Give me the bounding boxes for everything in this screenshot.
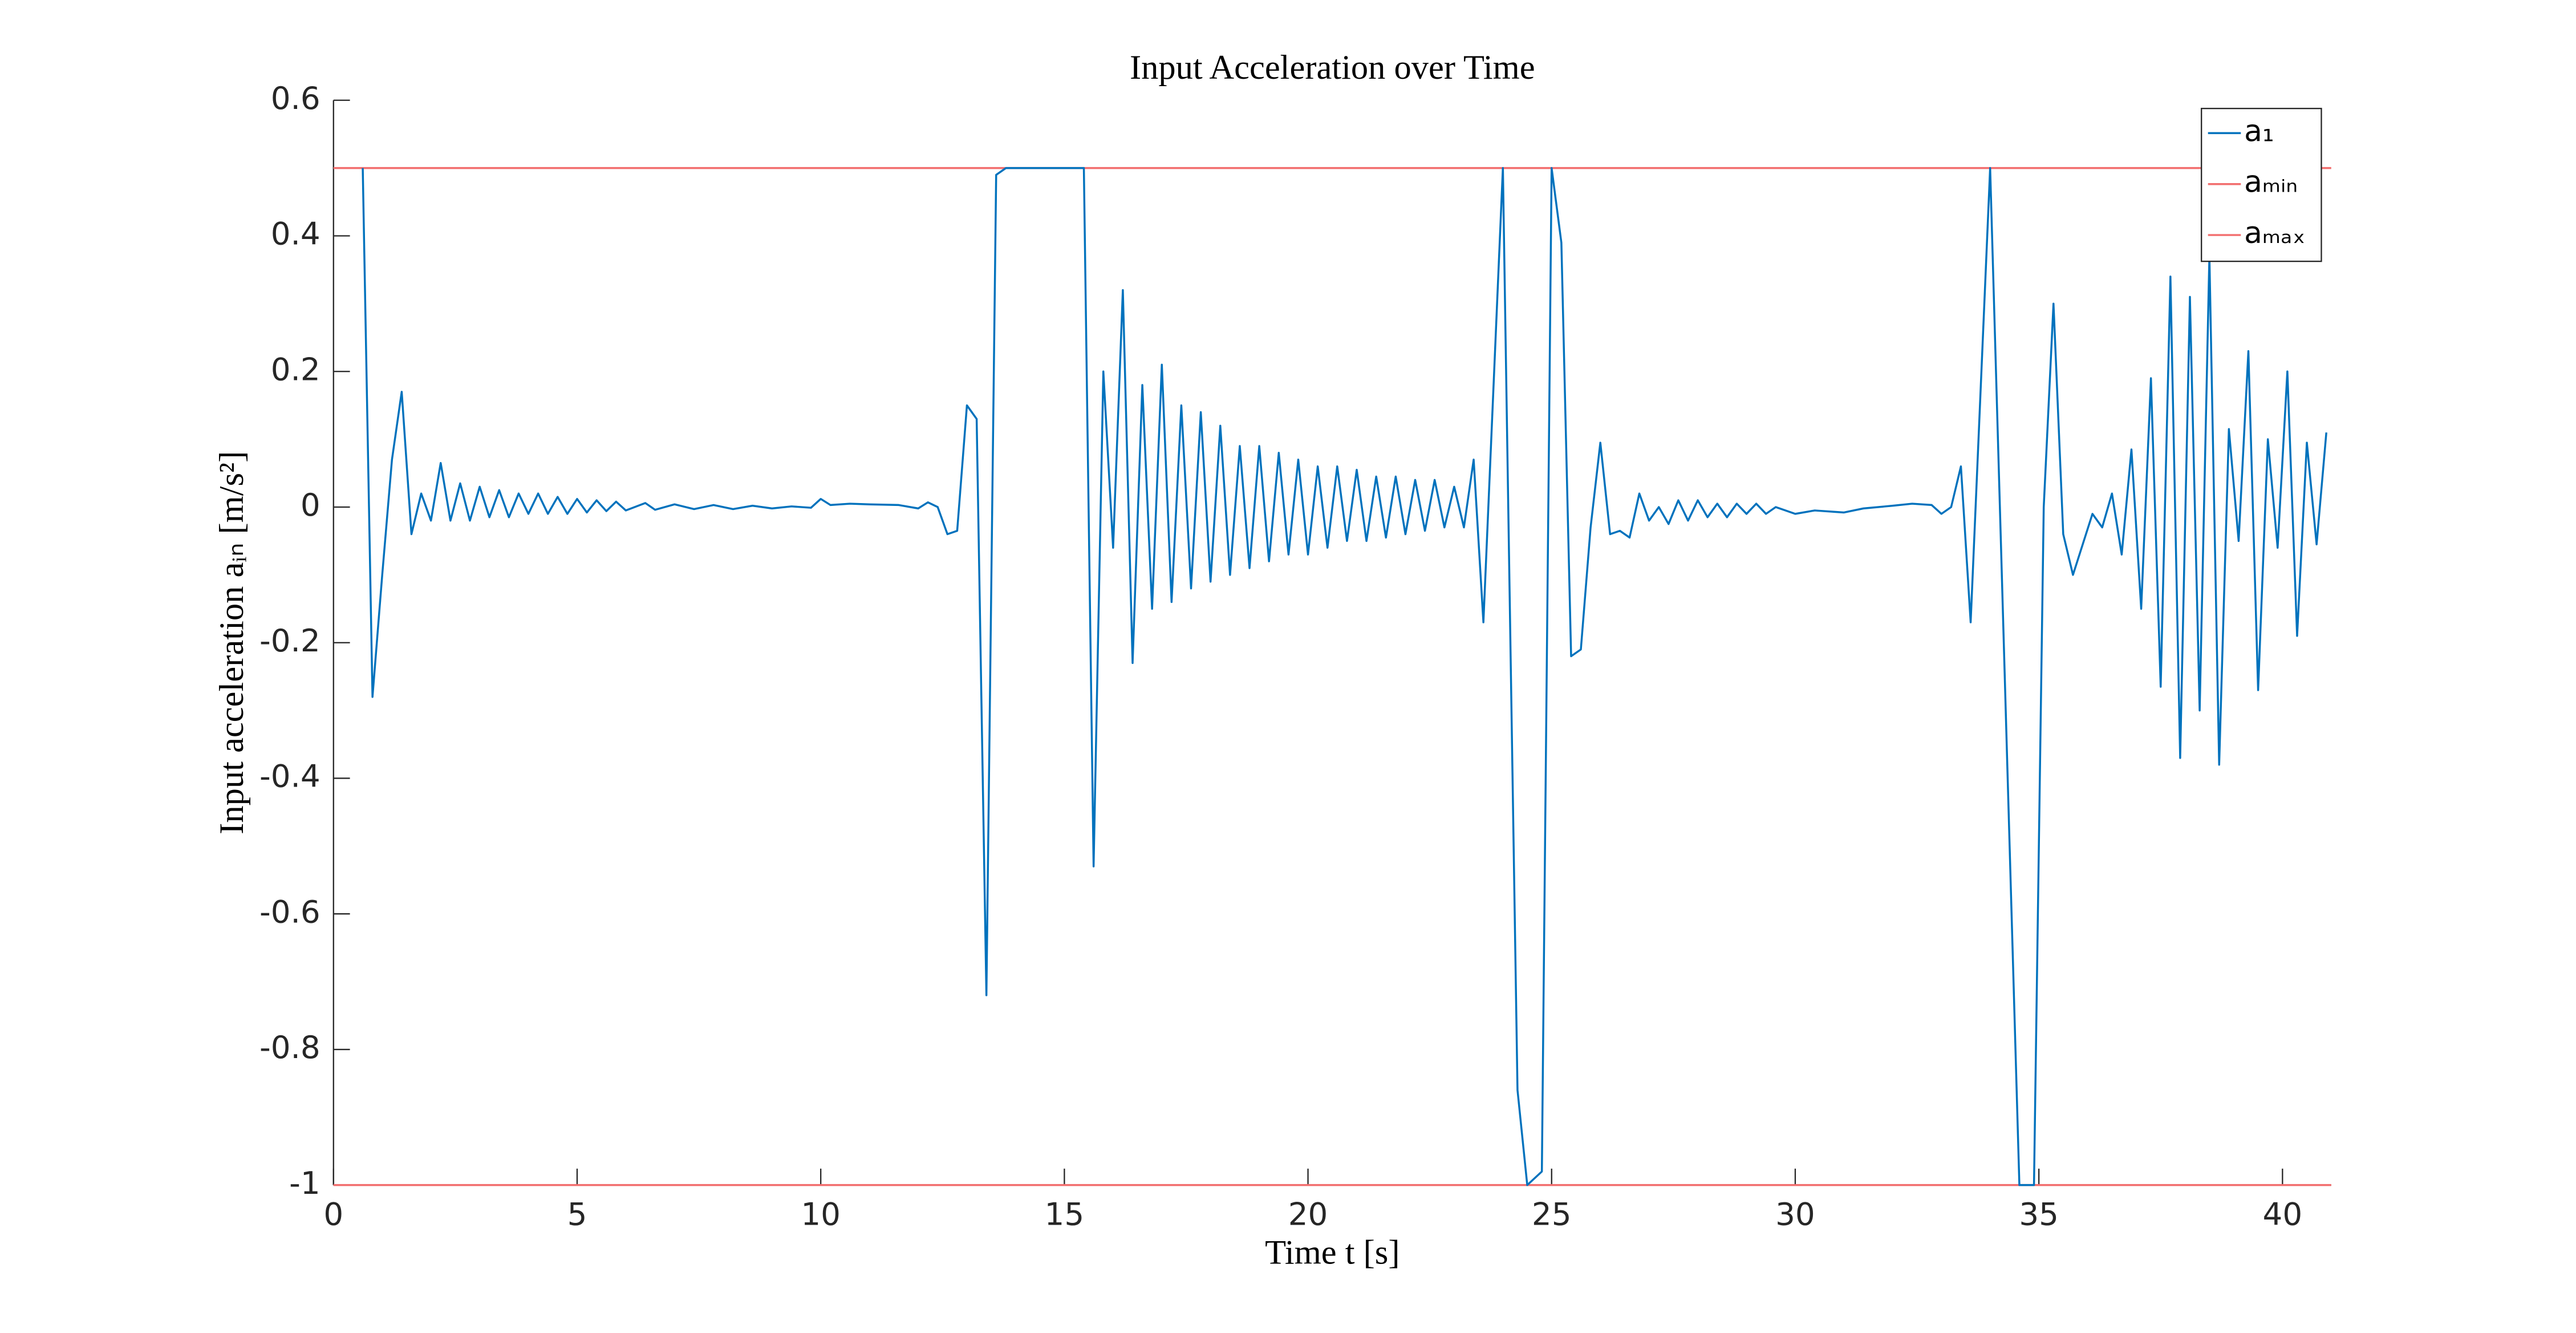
- legend-label: aₘᵢₙ: [2244, 165, 2298, 200]
- y-tick-label: -0.2: [259, 622, 321, 659]
- x-tick-label: 0: [323, 1196, 343, 1233]
- x-tick-label: 20: [1288, 1196, 1328, 1233]
- y-tick-label: 0.4: [271, 216, 321, 252]
- legend-label: aₘₐₓ: [2244, 216, 2305, 250]
- x-tick-label: 10: [801, 1196, 841, 1233]
- x-axis-label: Time t [s]: [1265, 1233, 1399, 1271]
- x-tick-label: 25: [1532, 1196, 1572, 1233]
- y-tick-label: -0.6: [259, 893, 321, 930]
- x-tick-label: 5: [567, 1196, 587, 1233]
- y-tick-label: -0.4: [259, 758, 321, 795]
- legend-label: a₁: [2244, 114, 2274, 148]
- x-tick-label: 35: [2019, 1196, 2059, 1233]
- y-tick-label: 0.2: [271, 351, 321, 387]
- y-tick-label: 0.6: [271, 80, 321, 116]
- x-tick-label: 15: [1045, 1196, 1085, 1233]
- chart-title: Input Acceleration over Time: [1130, 48, 1535, 87]
- y-axis-label: Input acceleration aᵢₙ [m/s²]: [213, 451, 251, 834]
- x-tick-label: 30: [1775, 1196, 1815, 1233]
- y-tick-label: -1: [289, 1165, 321, 1201]
- x-tick-label: 40: [2263, 1196, 2303, 1233]
- y-tick-label: 0: [301, 487, 321, 523]
- y-tick-label: -0.8: [259, 1029, 321, 1065]
- series-line: [362, 167, 2327, 1186]
